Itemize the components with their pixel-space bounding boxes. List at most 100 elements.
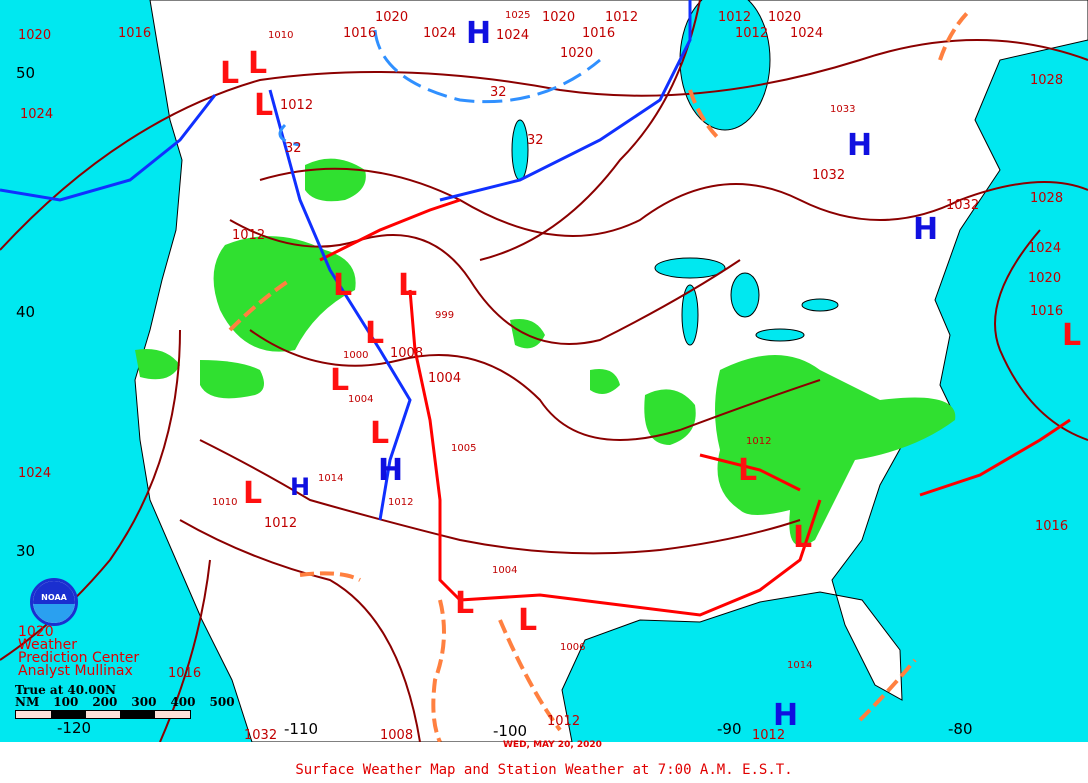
isobar-label: 1032: [946, 198, 980, 213]
latitude-label: 30: [16, 542, 36, 560]
low-pressure-center: L: [518, 603, 538, 638]
low-pressure-center: L: [330, 363, 350, 398]
scale-tick: 500: [209, 695, 235, 709]
low-pressure-center: L: [370, 416, 390, 451]
isotherm-label: 32: [285, 141, 302, 156]
scale-tick: 300: [131, 695, 157, 709]
isobar-label: 1010: [268, 30, 294, 41]
credit-line: Prediction Center: [18, 650, 140, 666]
low-pressure-center: L: [793, 520, 813, 555]
low-pressure-center: L: [1062, 318, 1082, 353]
isobar-label: 1012: [388, 497, 414, 508]
latitude-label: 50: [16, 64, 36, 82]
low-pressure-center: L: [365, 316, 385, 351]
high-pressure-center: H: [466, 16, 492, 51]
lake-winnipeg: [511, 119, 529, 181]
isobar-label: 1012: [264, 516, 298, 531]
high-pressure-center: H: [913, 212, 939, 247]
isobar-label: 1008: [390, 346, 424, 361]
isobar-label: 1032: [812, 168, 846, 183]
lake-huron: [730, 272, 760, 318]
front-atlantic: [919, 418, 1071, 497]
cold-front-canada: [439, 0, 692, 202]
isobar-label: 1012: [718, 10, 752, 25]
isobar-label: 1024: [1028, 241, 1062, 256]
isobar-label: 1028: [1030, 191, 1064, 206]
lake-superior: [654, 257, 726, 279]
isotherm-label: 32: [527, 133, 544, 148]
isobar-label: 1016: [1035, 519, 1069, 534]
low-pressure-center: L: [333, 268, 353, 303]
isobar-label: 1020: [375, 10, 409, 25]
isobar-label: 1032: [244, 728, 278, 743]
cold-front-rockies: [268, 89, 412, 521]
warm-front-southeast: [699, 453, 801, 492]
cold-front-northwest: [0, 94, 217, 202]
longitude-label: -110: [284, 720, 319, 738]
isobar-label: 1024: [790, 26, 824, 41]
isobar-label: 1020: [542, 10, 576, 25]
isobar-label: 1012: [280, 98, 314, 113]
warm-front-canada: [319, 198, 461, 262]
isobar-label: 1024: [496, 28, 530, 43]
high-pressure-center: H: [290, 473, 311, 501]
stationary-front-gulf: [459, 499, 822, 617]
low-pressure-center: L: [248, 46, 268, 81]
map-date: WED, MAY 20, 2020: [503, 740, 602, 750]
noaa-logo-text: NOAA: [41, 593, 67, 602]
low-pressure-center: L: [243, 476, 263, 511]
isobar-label: 1004: [348, 394, 374, 405]
longitude-label: -80: [948, 720, 973, 738]
scale-true-at: True at 40.00N: [15, 683, 116, 697]
map-title: Surface Weather Map and Station Weather …: [295, 762, 793, 778]
isobar-label: 1006: [560, 642, 586, 653]
credit-line: Weather: [18, 637, 77, 653]
isobar-label: 1012: [752, 728, 786, 743]
isobar-label: 1012: [746, 436, 772, 447]
isobar-label: 1033: [830, 104, 856, 115]
scale-tick: 100: [53, 695, 79, 709]
credit-pressure: 1020: [18, 624, 54, 640]
isobar-label: 1024: [423, 26, 457, 41]
isobar-label: 1012: [232, 228, 266, 243]
low-pressure-center: L: [398, 268, 418, 303]
high-pressure-center: H: [847, 128, 873, 163]
isobar-label: 1012: [735, 26, 769, 41]
troughs: [228, 8, 972, 742]
scale-bar-graphic: [15, 710, 191, 719]
isobar-label: 1020: [560, 46, 594, 61]
isobars: [0, 0, 1088, 742]
analyst-credit: 1020 Weather Prediction Center Analyst M…: [18, 624, 140, 679]
isobar-label: 1016: [582, 26, 616, 41]
isobar-label: 1000: [343, 350, 369, 361]
longitude-label: -100: [493, 722, 528, 740]
isobar-label: 1025: [505, 10, 531, 21]
noaa-logo: NOAA: [30, 578, 78, 626]
high-pressure-center: H: [773, 698, 799, 733]
isobar-label: 1012: [547, 714, 581, 729]
isobar-label: 1004: [492, 565, 518, 576]
lake-erie: [755, 328, 805, 342]
low-pressure-center: L: [455, 586, 475, 621]
isobar-label: 1024: [20, 107, 54, 122]
scale-bar: True at 40.00N NM 100 200 300 400 500: [15, 684, 235, 719]
isobar-label: 1016: [168, 666, 202, 681]
isobar-label: 1016: [118, 26, 152, 41]
isobar-label: 1004: [428, 371, 462, 386]
cold-air-isotherms: [278, 29, 601, 147]
credit-line: Analyst Mullinax: [18, 663, 133, 679]
isobar-label: 1012: [605, 10, 639, 25]
lake-ontario: [801, 298, 839, 312]
map-canvas: [0, 0, 1088, 742]
isobar-label: 1016: [1030, 304, 1064, 319]
isobar-label: 1020: [18, 28, 52, 43]
isobar-label: 1024: [18, 466, 52, 481]
isobar-label: 1014: [318, 473, 344, 484]
low-pressure-center: L: [254, 88, 274, 123]
isobar-label: 1014: [787, 660, 813, 671]
precip-areas: [135, 158, 956, 546]
isobar-label: 1020: [1028, 271, 1062, 286]
scale-units: NM: [15, 695, 40, 709]
scale-tick: 400: [170, 695, 196, 709]
